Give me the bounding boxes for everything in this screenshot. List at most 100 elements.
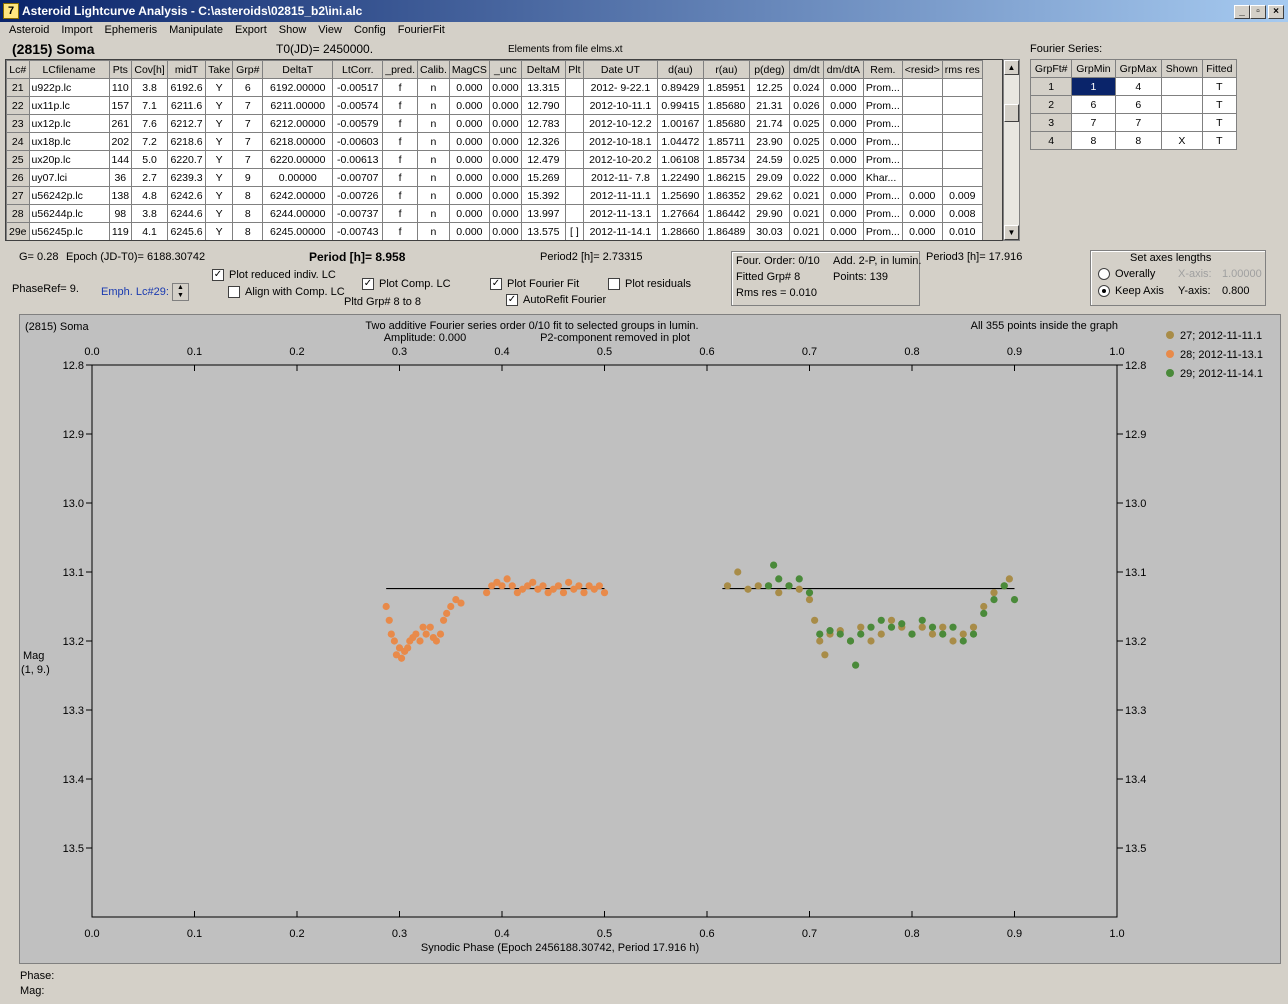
fourier-column-header[interactable]: GrpMax	[1114, 59, 1162, 78]
table-cell[interactable]: f	[382, 204, 419, 223]
table-cell[interactable]: 0.000	[822, 132, 864, 151]
table-cell[interactable]: f	[382, 132, 419, 151]
table-cell[interactable]	[564, 96, 584, 115]
menu-asteroid[interactable]: Asteroid	[9, 24, 50, 36]
table-cell[interactable]: 0.000	[448, 78, 490, 97]
table-cell[interactable]: 0.009	[941, 186, 983, 205]
table-cell[interactable]: 6245.00000	[262, 222, 334, 240]
table-row[interactable]: 27 u56242p.lc 138 4.8 6242.6 Y 8 6242.00000 -0.0…	[6, 186, 983, 205]
table-cell[interactable]: ux12p.lc	[28, 114, 110, 133]
table-cell[interactable]: -0.00574	[332, 96, 384, 115]
align-checkbox[interactable]: Align with Comp. LC	[228, 286, 345, 299]
fourier-cell[interactable]: T	[1201, 95, 1238, 114]
column-header[interactable]: _unc	[488, 60, 522, 79]
table-cell[interactable]: Prom...	[862, 186, 903, 205]
table-cell[interactable]: 0.000	[488, 132, 522, 151]
table-row[interactable]: 25 ux20p.lc 144 5.0 6220.7 Y 7 6220.00000 -0.006…	[6, 150, 983, 169]
table-cell[interactable]: Y	[205, 204, 234, 223]
period3-value[interactable]: Period3 [h]= 17.916	[926, 251, 1023, 263]
table-cell[interactable]: 138	[108, 186, 133, 205]
table-cell[interactable]: uy07.lci	[28, 168, 110, 187]
table-cell[interactable]	[564, 186, 584, 205]
table-cell[interactable]: Prom...	[862, 222, 903, 240]
table-cell[interactable]: f	[382, 114, 419, 133]
table-cell[interactable]: 0.000	[448, 114, 490, 133]
table-cell[interactable]: 0.000	[822, 150, 864, 169]
table-cell[interactable]: 7.2	[131, 132, 169, 151]
table-cell[interactable]: -0.00517	[332, 78, 384, 97]
table-cell[interactable]: 0.024	[788, 78, 824, 97]
table-cell[interactable]: 12.479	[520, 150, 566, 169]
table-row[interactable]: 28 u56244p.lc 98 3.8 6244.6 Y 8 6244.00000 -0.00…	[6, 204, 983, 223]
column-header[interactable]: p(deg)	[748, 60, 790, 79]
table-cell[interactable]	[564, 114, 584, 133]
menu-fourierfit[interactable]: FourierFit	[397, 24, 445, 36]
table-cell[interactable]: 0.89429	[656, 78, 704, 97]
table-cell[interactable]: 0.000	[822, 78, 864, 97]
table-cell[interactable]: 0.000	[488, 150, 522, 169]
table-cell[interactable]	[901, 78, 943, 97]
fourier-cell[interactable]: 4	[1114, 77, 1162, 96]
table-cell[interactable]: 8	[232, 186, 264, 205]
table-cell[interactable]: 0.025	[788, 150, 824, 169]
period-value[interactable]: Period [h]= 8.958	[309, 250, 406, 264]
column-header[interactable]: dm/dt	[788, 60, 824, 79]
table-cell[interactable]: n	[417, 96, 450, 115]
table-cell[interactable]: 6211.6	[167, 96, 207, 115]
table-cell[interactable]: 3.8	[131, 78, 169, 97]
table-cell[interactable]: 27	[6, 186, 30, 205]
table-cell[interactable]: Y	[205, 78, 234, 97]
table-cell[interactable]: u922p.lc	[28, 78, 110, 97]
table-cell[interactable]: 7	[232, 96, 264, 115]
column-header[interactable]: dm/dtA	[822, 60, 864, 79]
fourier-cell[interactable]: T	[1201, 113, 1238, 132]
fourier-column-header[interactable]: Shown	[1160, 59, 1203, 78]
column-header[interactable]: Grp#	[232, 60, 264, 79]
table-cell[interactable]: 2012-10-11.1	[582, 96, 658, 115]
table-cell[interactable]: 30.03	[748, 222, 790, 240]
fourier-cell[interactable]: 8	[1114, 131, 1162, 150]
fourier-cell[interactable]: 8	[1071, 131, 1116, 150]
table-cell[interactable]: 6192.00000	[262, 78, 334, 97]
table-cell[interactable]: 6245.6	[167, 222, 207, 240]
table-cell[interactable]: 4.8	[131, 186, 169, 205]
table-cell[interactable]: 13.575	[520, 222, 566, 240]
column-header[interactable]: Date UT	[582, 60, 658, 79]
table-row[interactable]: 22 ux11p.lc 157 7.1 6211.6 Y 7 6211.00000 -0.005…	[6, 96, 983, 115]
column-header[interactable]: Lc#	[6, 60, 30, 79]
autorefit-checkbox[interactable]: ✓ AutoRefit Fourier	[506, 294, 606, 307]
table-cell[interactable]: -0.00603	[332, 132, 384, 151]
fourier-cell[interactable]	[1160, 113, 1203, 132]
table-cell[interactable]: Prom...	[862, 78, 903, 97]
table-cell[interactable]: 6239.3	[167, 168, 207, 187]
table-cell[interactable]: 0.021	[788, 222, 824, 240]
table-cell[interactable]: n	[417, 78, 450, 97]
table-cell[interactable]: n	[417, 204, 450, 223]
table-cell[interactable]: 22	[6, 96, 30, 115]
table-cell[interactable]: 8	[232, 204, 264, 223]
fourier-column-header[interactable]: GrpMin	[1071, 59, 1116, 78]
scroll-up-icon[interactable]: ▲	[1004, 60, 1019, 75]
table-cell[interactable]	[901, 132, 943, 151]
column-header[interactable]: r(au)	[702, 60, 750, 79]
column-header[interactable]: _pred.	[382, 60, 419, 79]
table-cell[interactable]: 1.85680	[702, 114, 750, 133]
column-header[interactable]: rms res	[941, 60, 983, 79]
table-cell[interactable]: 144	[108, 150, 133, 169]
menu-view[interactable]: View	[318, 24, 342, 36]
table-cell[interactable]: Prom...	[862, 150, 903, 169]
column-header[interactable]: DeltaT	[262, 60, 334, 79]
table-cell[interactable]: 21	[6, 78, 30, 97]
column-header[interactable]: Calib.	[417, 60, 450, 79]
table-cell[interactable]: 13.997	[520, 204, 566, 223]
table-cell[interactable]: f	[382, 222, 419, 240]
table-cell[interactable]: u56244p.lc	[28, 204, 110, 223]
table-cell[interactable]: 0.000	[822, 222, 864, 240]
minimize-icon[interactable]: _	[1234, 5, 1250, 19]
table-cell[interactable]	[941, 168, 983, 187]
table-cell[interactable]	[941, 114, 983, 133]
table-row[interactable]: 29e u56245p.lc 119 4.1 6245.6 Y 8 6245.00000 -0.…	[6, 222, 983, 240]
table-cell[interactable]: -0.00579	[332, 114, 384, 133]
fourier-column-header[interactable]: GrpFt#	[1029, 59, 1073, 78]
